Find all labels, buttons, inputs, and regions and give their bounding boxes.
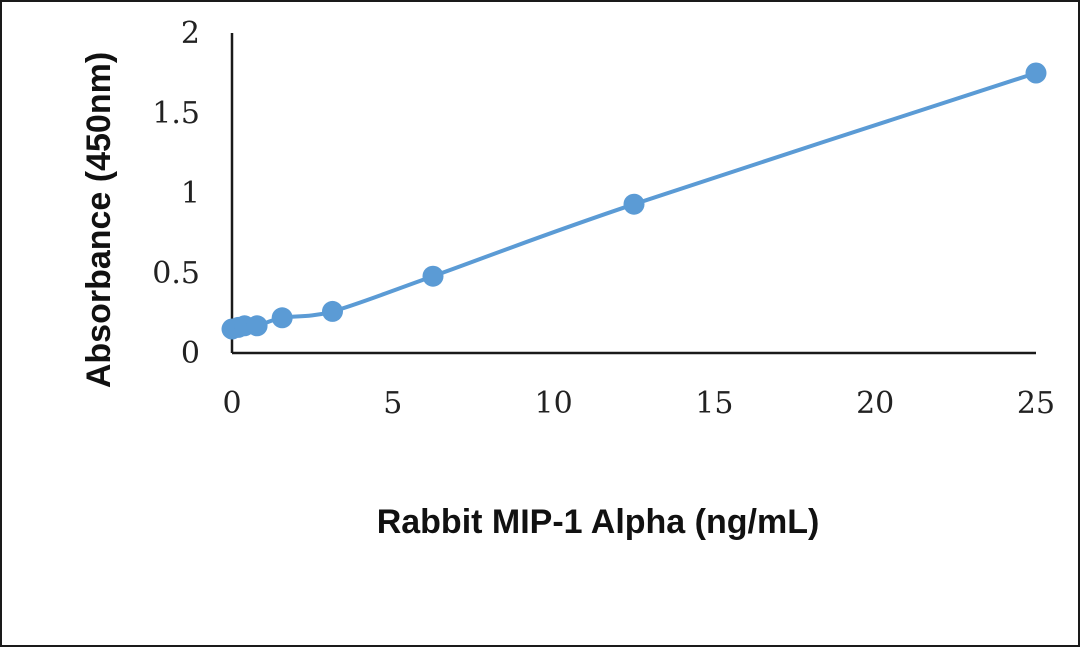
y-tick-label: 1 bbox=[181, 176, 200, 211]
data-point bbox=[422, 265, 444, 287]
x-tick-label: 25 bbox=[1017, 386, 1055, 421]
axes bbox=[230, 33, 1036, 355]
y-tick-label: 0.5 bbox=[152, 256, 200, 291]
y-tick-label: 2 bbox=[181, 16, 200, 51]
y-tick-label: 1.5 bbox=[152, 96, 200, 131]
series bbox=[221, 62, 1047, 340]
x-axis-title: Rabbit MIP-1 Alpha (ng/mL) bbox=[377, 503, 820, 541]
x-tick-label: 15 bbox=[695, 386, 733, 421]
x-tick-label: 20 bbox=[856, 386, 894, 421]
data-point bbox=[246, 315, 268, 337]
data-point bbox=[1025, 62, 1047, 84]
x-tick-label: 10 bbox=[535, 386, 573, 421]
data-point bbox=[623, 193, 645, 215]
data-point bbox=[271, 307, 293, 329]
x-tick-labels: 0 5 10 15 20 25 bbox=[222, 386, 1055, 421]
x-tick-label: 0 bbox=[222, 386, 241, 421]
y-tick-label: 0 bbox=[181, 336, 200, 371]
data-point bbox=[322, 300, 343, 322]
y-axis-title: Absorbance (450nm) bbox=[80, 52, 118, 388]
y-tick-labels: 0 0.5 1 1.5 2 bbox=[152, 16, 200, 371]
x-tick-label: 5 bbox=[383, 386, 402, 421]
